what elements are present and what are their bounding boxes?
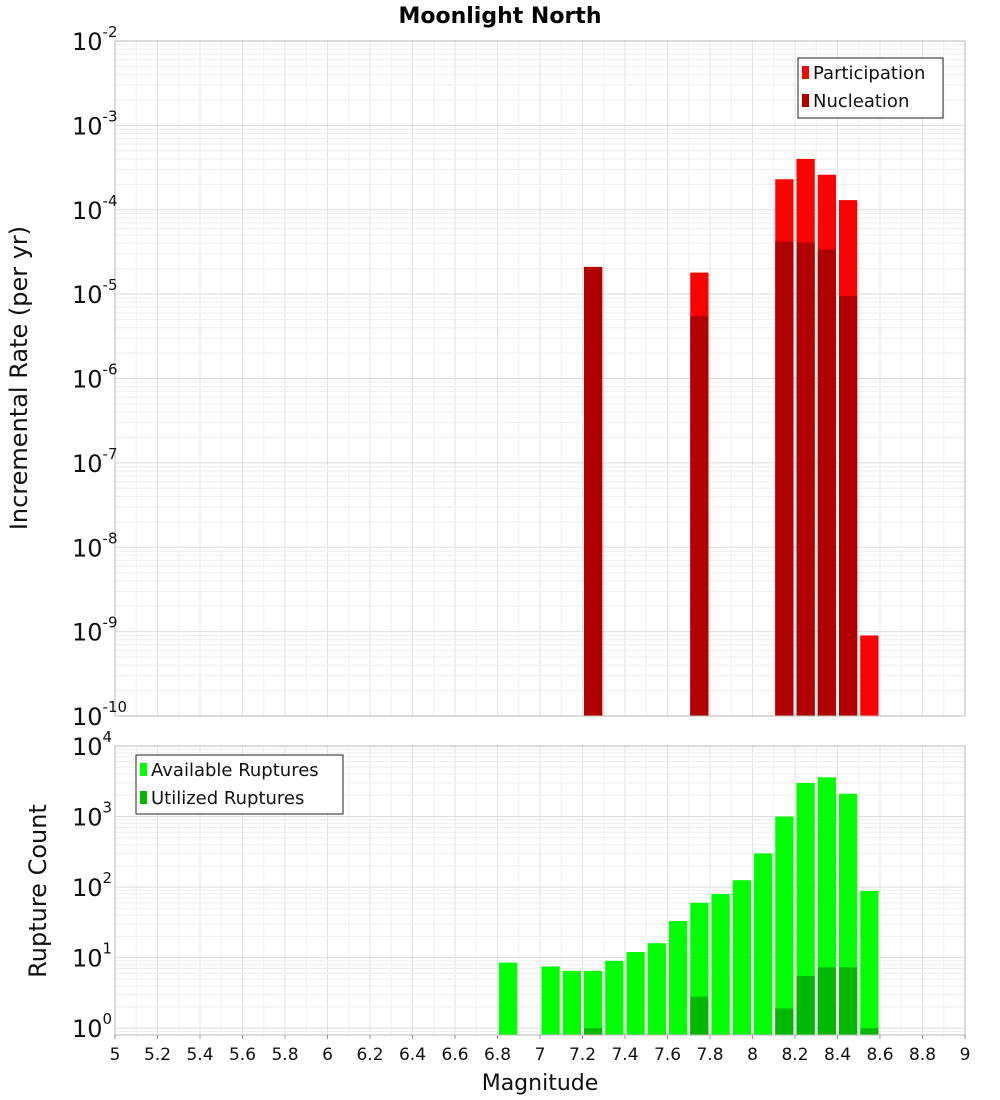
count-bar bbox=[839, 967, 858, 1035]
rate-bar bbox=[690, 316, 709, 716]
x-tick-label: 7.6 bbox=[654, 1045, 681, 1065]
count-bar bbox=[754, 853, 773, 1035]
count-bar bbox=[669, 921, 688, 1035]
count-bar bbox=[584, 970, 603, 1035]
rate-y-tick-label: 10-3 bbox=[72, 107, 118, 140]
count-legend-label: Utilized Ruptures bbox=[151, 788, 304, 809]
count-bar bbox=[860, 1028, 879, 1035]
count-legend-swatch bbox=[140, 763, 147, 776]
count-bar bbox=[605, 960, 624, 1035]
x-axis-label: Magnitude bbox=[482, 1071, 599, 1096]
rupture-count-panel: 100 101 102 103 104 5 5.2 5.4 5.6 5.8 6 6.2 6.4 6.6 6.… bbox=[72, 728, 970, 1065]
rate-bar bbox=[817, 249, 836, 716]
rate-y-tick-label: 10-5 bbox=[72, 276, 118, 309]
count-y-tick-label: 102 bbox=[72, 869, 112, 902]
rate-legend-box bbox=[797, 57, 944, 119]
rate-legend-label: Nucleation bbox=[813, 91, 909, 112]
rate-legend: Participation Nucleation bbox=[797, 57, 944, 119]
count-bar bbox=[499, 962, 518, 1035]
count-bar bbox=[775, 1008, 794, 1035]
count-bar bbox=[796, 782, 815, 1035]
count-bar bbox=[732, 880, 751, 1035]
count-bar bbox=[647, 943, 666, 1035]
x-tick-label: 6 bbox=[322, 1045, 333, 1065]
rate-legend-label: Participation bbox=[813, 63, 925, 84]
rate-grid bbox=[114, 41, 966, 717]
x-tick-label: 8.6 bbox=[866, 1045, 893, 1065]
x-tick-label: 7.4 bbox=[611, 1045, 638, 1065]
rate-bar bbox=[584, 266, 603, 716]
count-bar bbox=[796, 975, 815, 1035]
rate-legend-swatch bbox=[802, 66, 809, 79]
count-legend: Available Ruptures Utilized Ruptures bbox=[135, 754, 344, 815]
x-tick-label: 8.4 bbox=[824, 1045, 851, 1065]
count-legend-label: Available Ruptures bbox=[151, 760, 319, 781]
rate-bar bbox=[775, 241, 794, 717]
count-legend-box bbox=[135, 754, 344, 815]
x-tick-label: 7.2 bbox=[569, 1045, 596, 1065]
count-bar bbox=[775, 816, 794, 1035]
x-tick-label: 9 bbox=[960, 1045, 971, 1065]
rate-y-tick-label: 10-6 bbox=[72, 361, 118, 394]
count-y-tick-label: 100 bbox=[72, 1010, 112, 1043]
x-tick-label: 5.4 bbox=[186, 1045, 213, 1065]
rate-y-tick-label: 10-9 bbox=[72, 614, 118, 647]
count-y-tick-label: 103 bbox=[72, 799, 112, 832]
count-series-1 bbox=[584, 967, 879, 1035]
count-bar bbox=[584, 1028, 603, 1035]
x-tick-label: 5.8 bbox=[271, 1045, 298, 1065]
x-tick-label: 6.8 bbox=[484, 1045, 511, 1065]
count-y-axis-label: Rupture Count bbox=[24, 804, 52, 978]
x-tick-label: 7 bbox=[535, 1045, 546, 1065]
rate-plot-frame bbox=[114, 40, 966, 717]
count-bar bbox=[817, 967, 836, 1035]
count-bar bbox=[562, 970, 581, 1035]
rate-legend-swatch bbox=[802, 94, 809, 107]
x-tick-label: 6.2 bbox=[356, 1045, 383, 1065]
rate-y-tick-label: 10-4 bbox=[72, 192, 118, 225]
count-bar bbox=[690, 996, 709, 1035]
rate-bar bbox=[796, 242, 815, 716]
count-bar bbox=[626, 952, 645, 1035]
chart-title: Moonlight North bbox=[398, 4, 601, 29]
x-tick-label: 5.6 bbox=[229, 1045, 256, 1065]
rate-y-tick-label: 10-7 bbox=[72, 445, 118, 478]
x-tick-label: 8 bbox=[747, 1045, 758, 1065]
x-tick-label: 6.4 bbox=[399, 1045, 426, 1065]
rate-series-1 bbox=[584, 241, 858, 717]
count-y-tick-label: 101 bbox=[72, 940, 112, 973]
count-bar bbox=[860, 890, 879, 1035]
x-tick-label: 8.2 bbox=[781, 1045, 808, 1065]
rate-y-tick-label: 10-2 bbox=[72, 23, 118, 56]
count-bar bbox=[711, 893, 730, 1035]
count-legend-swatch bbox=[140, 791, 147, 804]
x-tick-label: 8.8 bbox=[909, 1045, 936, 1065]
rate-y-tick-label: 10-10 bbox=[72, 698, 127, 731]
rate-bar bbox=[860, 635, 879, 716]
x-tick-label: 6.6 bbox=[441, 1045, 468, 1065]
count-bar bbox=[541, 966, 560, 1035]
count-y-tick-label: 104 bbox=[72, 728, 112, 761]
rate-y-axis-label: Incremental Rate (per yr) bbox=[5, 226, 33, 530]
rate-panel: 10-10 10-9 10-8 10-7 10-6 10-5 10-4 10-3 10-2 Par… bbox=[72, 23, 966, 731]
rate-bar bbox=[839, 296, 858, 716]
x-tick-label: 5 bbox=[110, 1045, 121, 1065]
x-tick-label: 7.8 bbox=[696, 1045, 723, 1065]
x-tick-label: 5.2 bbox=[144, 1045, 171, 1065]
rate-y-tick-label: 10-8 bbox=[72, 529, 118, 562]
